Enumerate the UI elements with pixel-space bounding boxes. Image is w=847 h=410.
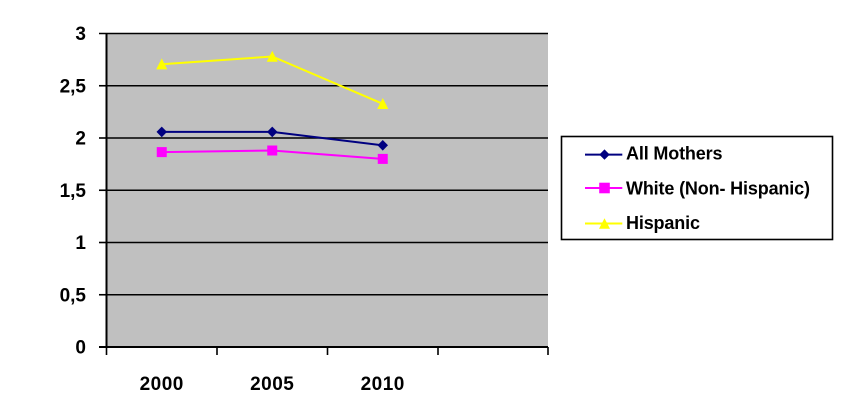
svg-text:All Mothers: All Mothers xyxy=(626,144,722,164)
svg-text:2005: 2005 xyxy=(250,374,294,395)
svg-text:2010: 2010 xyxy=(361,374,405,395)
svg-text:3: 3 xyxy=(75,24,86,45)
svg-text:1,5: 1,5 xyxy=(60,181,87,202)
svg-text:2: 2 xyxy=(75,129,86,150)
svg-text:0,5: 0,5 xyxy=(60,285,87,306)
svg-text:2,5: 2,5 xyxy=(60,76,87,97)
svg-text:1: 1 xyxy=(75,233,86,254)
svg-text:2000: 2000 xyxy=(140,374,184,395)
svg-text:0: 0 xyxy=(75,338,86,359)
svg-text:White (Non- Hispanic): White (Non- Hispanic) xyxy=(626,178,810,198)
svg-text:Hispanic: Hispanic xyxy=(626,213,700,233)
